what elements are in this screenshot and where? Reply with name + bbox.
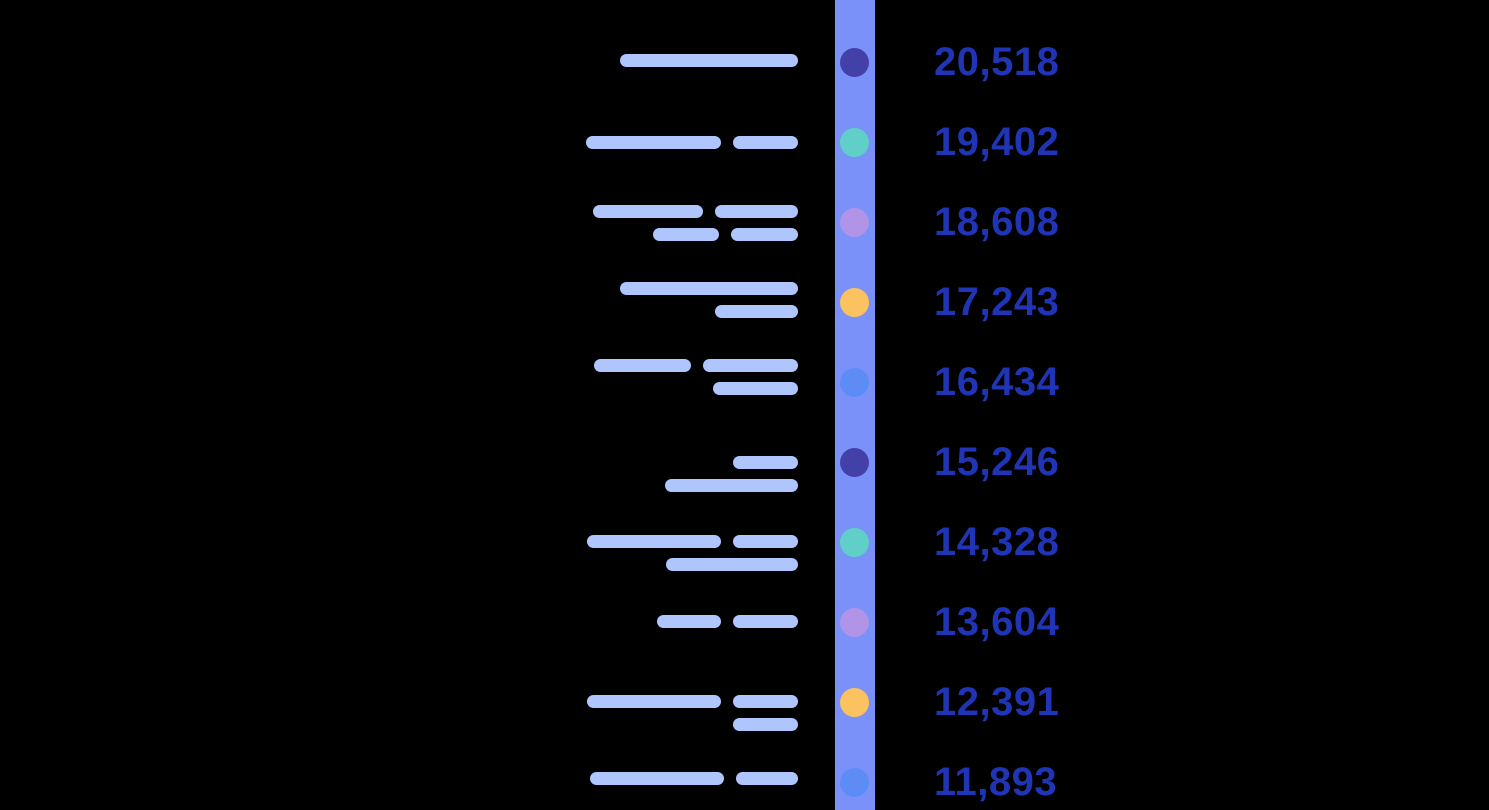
row-value-label: 14,328	[934, 520, 1060, 564]
skeleton-bar	[733, 718, 798, 731]
skeleton-line	[666, 558, 798, 571]
skeleton-bar	[590, 772, 724, 785]
skeleton-bar	[733, 695, 798, 708]
skeleton-line	[620, 54, 798, 67]
timeline-dot-blue[interactable]	[840, 767, 869, 797]
skeleton-bar	[586, 136, 721, 149]
skeleton-bar	[587, 535, 721, 548]
skeleton-placeholder	[594, 359, 798, 395]
skeleton-line	[590, 772, 798, 785]
skeleton-bar	[653, 228, 719, 241]
skeleton-line	[587, 695, 798, 708]
skeleton-line	[593, 205, 798, 218]
timeline-dot-indigo[interactable]	[840, 47, 869, 77]
skeleton-bar	[731, 228, 798, 241]
skeleton-placeholder	[657, 615, 798, 628]
skeleton-placeholder	[587, 695, 798, 731]
timeline-dot-purple[interactable]	[840, 607, 869, 637]
row-value-label: 15,246	[934, 440, 1060, 484]
skeleton-line	[733, 718, 798, 731]
skeleton-bar	[620, 282, 798, 295]
row-value-label: 13,604	[934, 600, 1060, 644]
timeline-dot-yellow[interactable]	[840, 687, 869, 717]
skeleton-placeholder	[587, 535, 798, 571]
skeleton-line	[665, 479, 798, 492]
skeleton-bar	[733, 615, 798, 628]
skeleton-bar	[733, 456, 798, 469]
timeline-dot-teal[interactable]	[840, 127, 869, 157]
skeleton-line	[620, 282, 798, 295]
skeleton-bar	[593, 205, 703, 218]
skeleton-bar	[666, 558, 798, 571]
timeline-dot-purple[interactable]	[840, 207, 869, 237]
row-value-label: 20,518	[934, 40, 1060, 84]
skeleton-bar	[665, 479, 798, 492]
skeleton-bar	[657, 615, 721, 628]
timeline-dot-indigo[interactable]	[840, 447, 869, 477]
skeleton-bar	[620, 54, 798, 67]
skeleton-placeholder	[665, 456, 798, 492]
skeleton-bar	[594, 359, 691, 372]
skeleton-line	[715, 305, 798, 318]
row-value-label: 19,402	[934, 120, 1060, 164]
skeleton-line	[586, 136, 798, 149]
row-value-label: 12,391	[934, 680, 1060, 724]
skeleton-bar	[703, 359, 798, 372]
skeleton-placeholder	[586, 136, 798, 149]
skeleton-line	[594, 359, 798, 372]
row-value-label: 17,243	[934, 280, 1060, 324]
skeleton-bar	[736, 772, 798, 785]
skeleton-placeholder	[620, 282, 798, 318]
skeleton-placeholder	[590, 772, 798, 785]
timeline-dot-yellow[interactable]	[840, 287, 869, 317]
row-value-label: 18,608	[934, 200, 1060, 244]
skeleton-line	[713, 382, 798, 395]
skeleton-placeholder	[620, 54, 798, 67]
skeleton-bar	[733, 535, 798, 548]
skeleton-bar	[715, 305, 798, 318]
skeleton-line	[587, 535, 798, 548]
skeleton-bar	[733, 136, 798, 149]
skeleton-line	[657, 615, 798, 628]
timeline-dot-teal[interactable]	[840, 527, 869, 557]
skeleton-placeholder	[593, 205, 798, 241]
skeleton-line	[653, 228, 798, 241]
row-value-label: 11,893	[934, 760, 1058, 804]
skeleton-bar	[715, 205, 798, 218]
skeleton-bar	[587, 695, 721, 708]
row-value-label: 16,434	[934, 360, 1060, 404]
skeleton-line	[733, 456, 798, 469]
timeline-dot-blue[interactable]	[840, 367, 869, 397]
skeleton-bar	[713, 382, 798, 395]
